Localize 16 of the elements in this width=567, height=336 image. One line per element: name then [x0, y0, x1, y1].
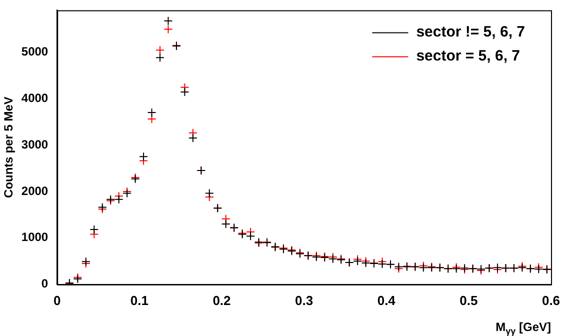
y-axis-title: Counts per 5 MeV [2, 96, 16, 198]
x-tick-label: 0.3 [295, 292, 314, 308]
legend-label: sector != 5, 6, 7 [416, 23, 526, 40]
x-tick-label: 0.2 [212, 292, 231, 308]
x-tick-label: 0.6 [542, 292, 560, 308]
y-tick-label: 1000 [21, 230, 48, 244]
y-tick-label: 0 [41, 276, 48, 291]
x-tick-label: 0 [53, 292, 61, 308]
y-tick-label: 3000 [21, 137, 48, 152]
legend-label: sector = 5, 6, 7 [416, 47, 520, 64]
x-tick-label: 0.5 [460, 292, 478, 308]
y-tick-label: 4000 [21, 90, 48, 105]
x-tick-label: 0.1 [130, 292, 148, 308]
y-tick-label: 5000 [21, 44, 48, 58]
y-tick-label: 2000 [21, 184, 48, 198]
x-tick-label: 0.4 [377, 292, 396, 308]
